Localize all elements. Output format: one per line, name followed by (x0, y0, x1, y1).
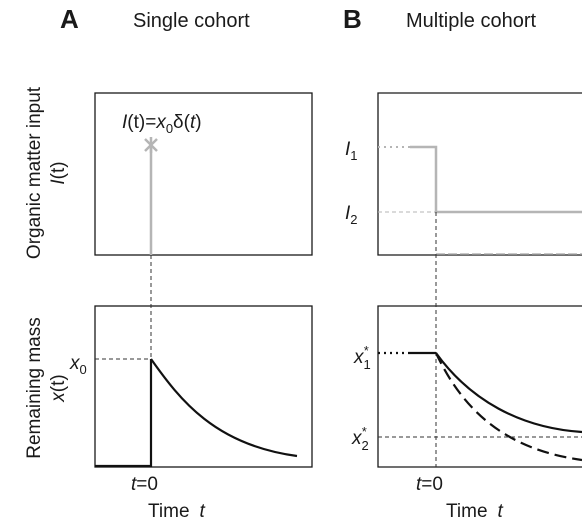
input-pulse-marker (144, 137, 158, 153)
input-step-b (410, 145, 582, 214)
panel-title-a: Single cohort (133, 10, 250, 32)
panel-title-b: Multiple cohort (406, 10, 537, 32)
t0-label-a: t=0 (131, 474, 158, 495)
ylabel-mass: Remaining mass x(t) (24, 317, 69, 459)
panel-letter-a: A (60, 4, 79, 34)
mass-curve-b-dashed (435, 352, 582, 462)
mass-curve-b-solid (435, 352, 582, 434)
xlabel-b: Time t (446, 501, 504, 522)
pulse-formula: I(t)=x0δ(t) (122, 112, 202, 136)
x0-label: x0 (69, 353, 87, 377)
mass-step-a (95, 359, 153, 468)
ylabel-input-line1: Organic matter input (24, 86, 45, 259)
ylabel-mass-line2: x(t) (48, 374, 69, 402)
mass-decay-curve-a (150, 358, 298, 458)
frame-a-input (94, 92, 313, 256)
frame-a-mass (94, 305, 313, 468)
ylabel-input-line2: I(t) (48, 161, 69, 184)
panel-letter-b: B (343, 4, 362, 34)
xlabel-a: Time t (148, 501, 206, 522)
frame-b-input (377, 92, 582, 256)
ylabel-mass-line1: Remaining mass (24, 317, 45, 459)
i1-label: I1 (345, 139, 358, 163)
x2-label: x2* (351, 424, 369, 453)
t0-label-b: t=0 (416, 474, 443, 495)
x1-label: x1* (353, 343, 371, 372)
ylabel-input: Organic matter input I(t) (24, 86, 69, 259)
i2-label: I2 (345, 203, 358, 227)
frame-b-mass (377, 305, 582, 468)
